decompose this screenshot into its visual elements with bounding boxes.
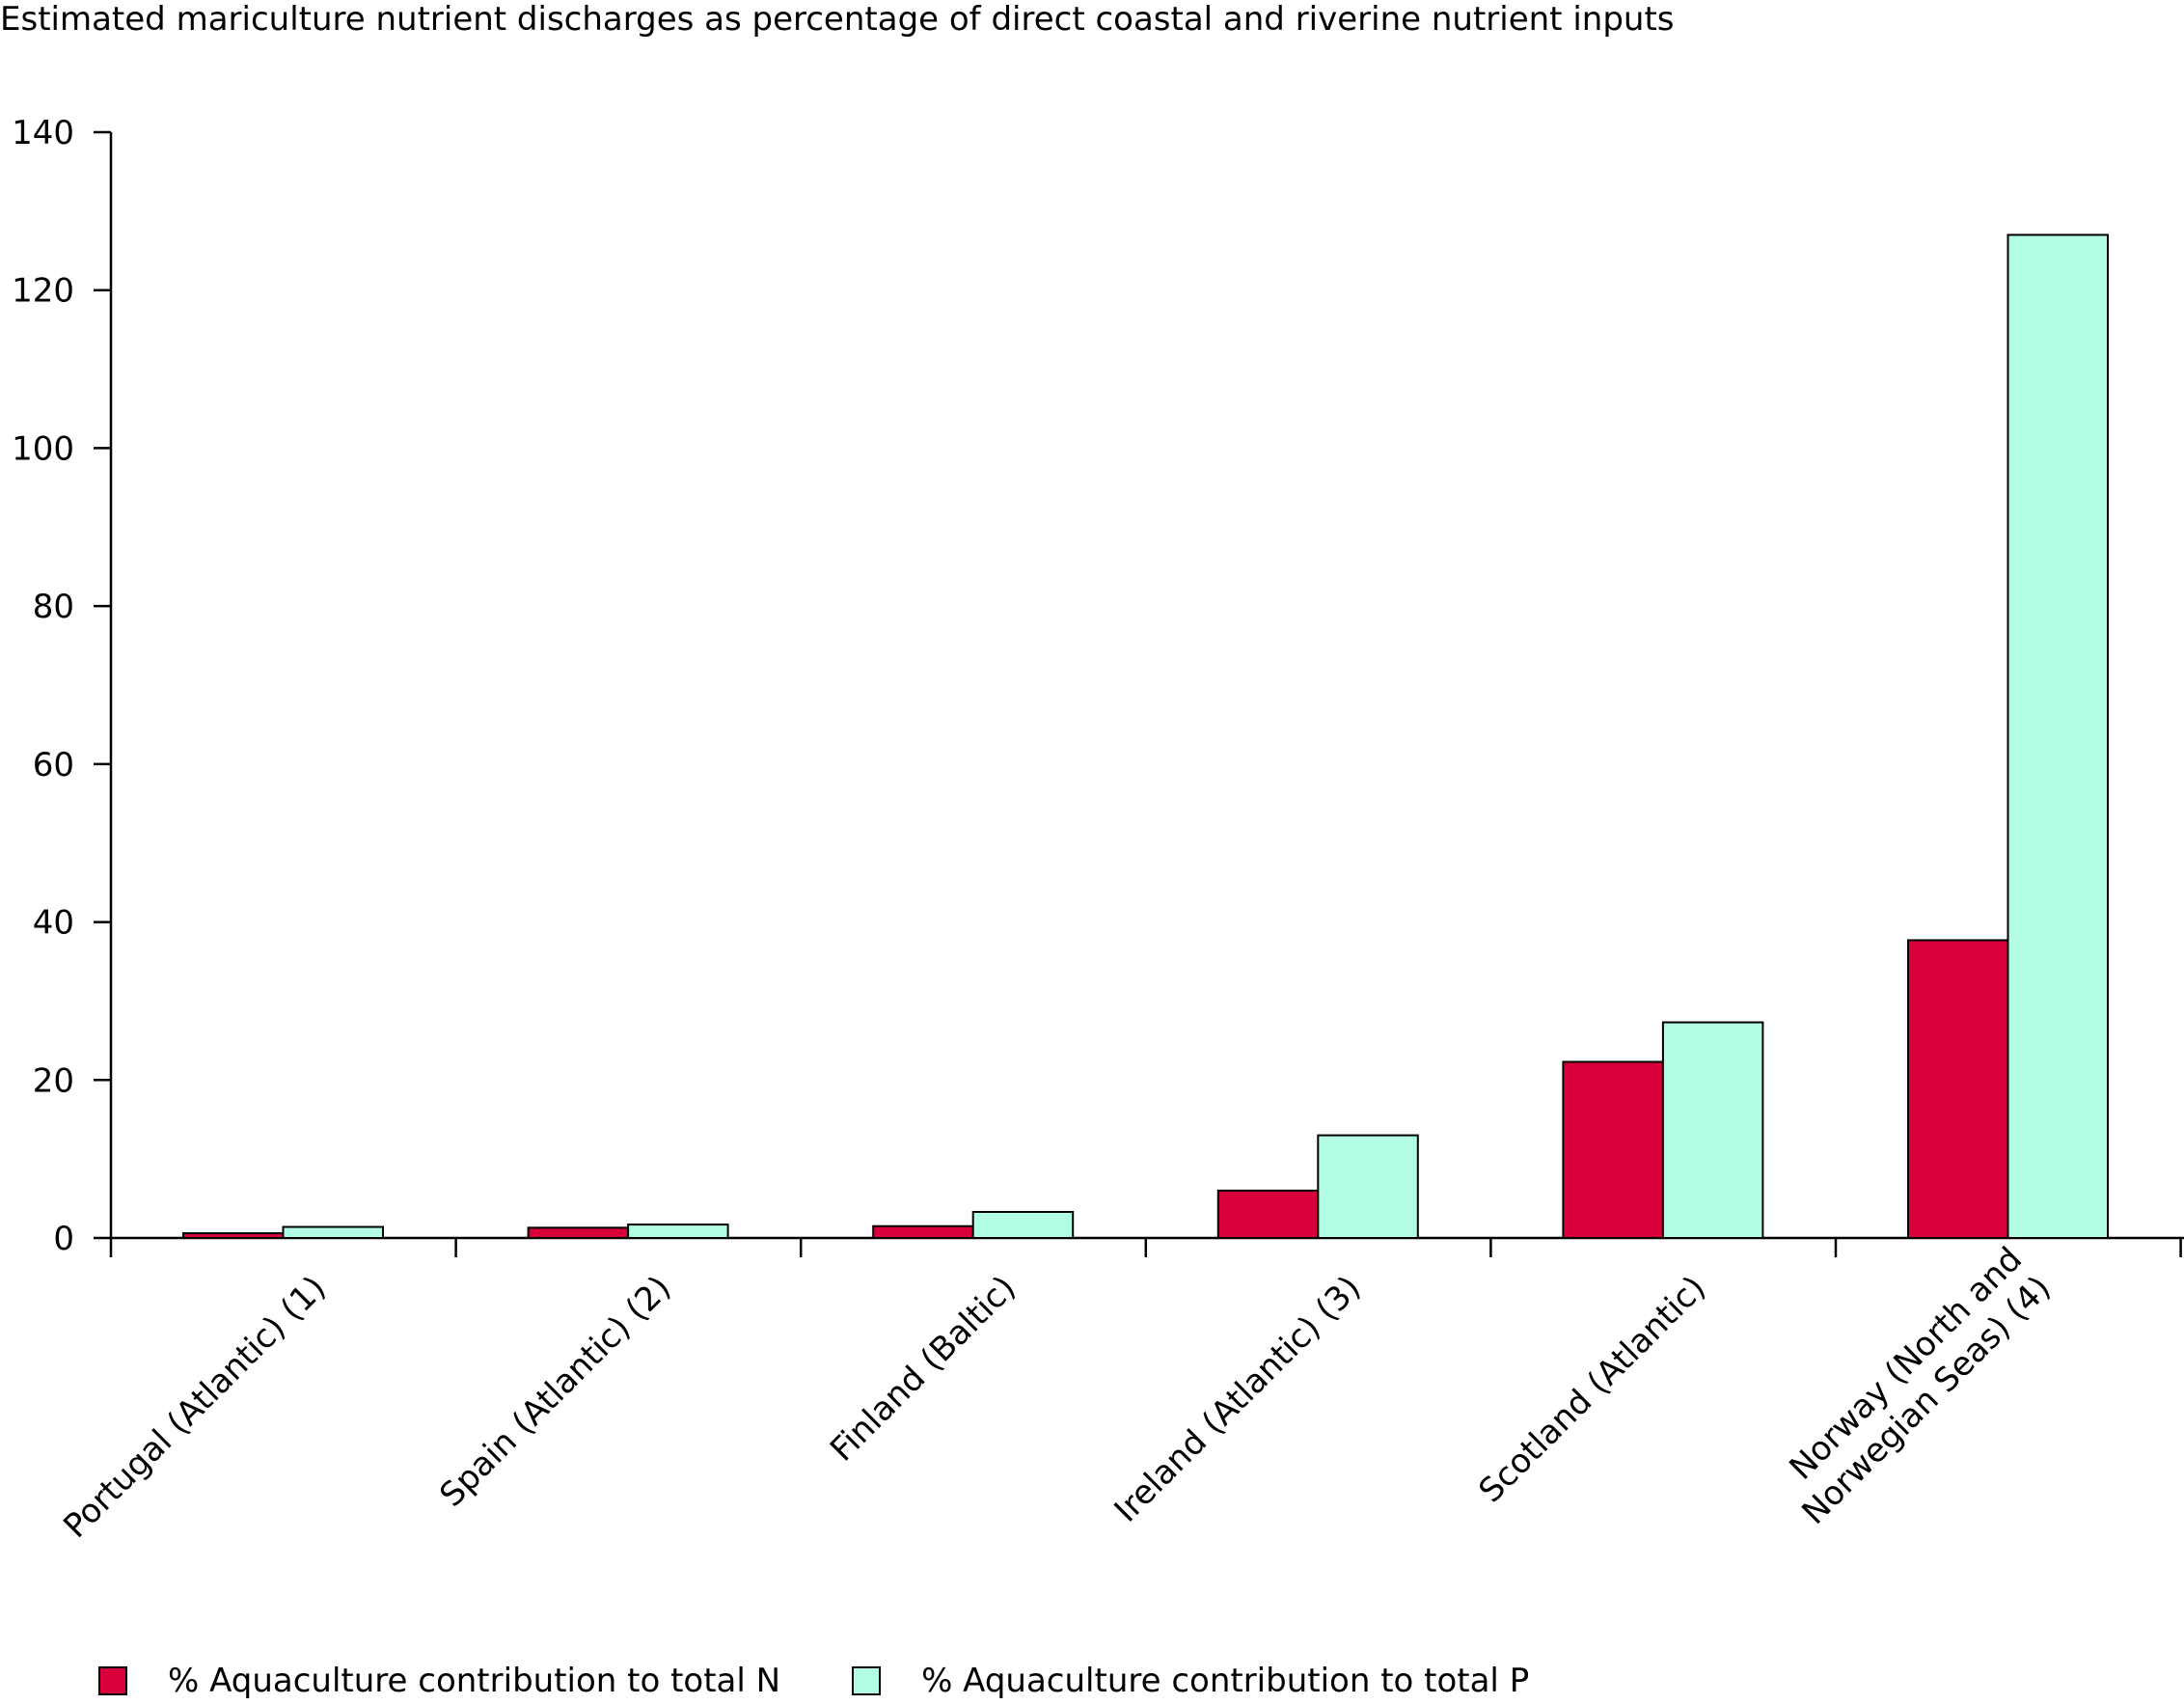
category-label-line: Spain (Atlantic) (2) <box>432 1269 678 1515</box>
category-label-line: Finland (Baltic) <box>823 1269 1024 1470</box>
bar-p <box>2007 234 2109 1239</box>
bars-group <box>182 234 2109 1240</box>
category-label: Scotland (Atlantic) <box>1471 1269 1713 1511</box>
category-label-line: Scotland (Atlantic) <box>1471 1269 1713 1511</box>
category-label-line: Portugal (Atlantic) (1) <box>56 1269 333 1546</box>
bar-n <box>527 1226 630 1239</box>
bar-p <box>627 1224 729 1239</box>
y-tick-label: 60 <box>33 746 74 784</box>
legend: % Aquaculture contribution to total N % … <box>98 1662 1600 1700</box>
y-tick-label: 100 <box>12 429 74 468</box>
y-tick-label: 40 <box>33 904 74 943</box>
legend-swatch-p <box>852 1666 882 1695</box>
legend-swatch-n <box>98 1666 127 1695</box>
bar-p <box>1661 1021 1764 1240</box>
category-label-line: Norway (North and <box>1782 1240 2030 1488</box>
category-label-line: Norwegian Seas) (4) <box>1794 1269 2058 1532</box>
bar-p <box>282 1225 384 1240</box>
y-tick-label: 140 <box>12 114 74 152</box>
y-tick-label: 20 <box>33 1061 74 1100</box>
category-label-line: Ireland (Atlantic) (3) <box>1107 1269 1369 1530</box>
y-tick-label: 120 <box>12 272 74 311</box>
legend-item-p: % Aquaculture contribution to total P <box>852 1662 1529 1700</box>
x-axis <box>109 1236 2184 1257</box>
category-labels: Portugal (Atlantic) (1) Spain (Atlantic) … <box>56 1240 2058 1546</box>
y-tick-label: 0 <box>53 1220 74 1258</box>
category-label: Portugal (Atlantic) (1) <box>56 1269 333 1546</box>
y-tick-label: 80 <box>33 588 74 626</box>
legend-item-n: % Aquaculture contribution to total N <box>98 1662 780 1700</box>
bar-n <box>1216 1189 1320 1240</box>
bar-n <box>1562 1060 1664 1240</box>
bar-n <box>1907 939 2009 1239</box>
category-label: Ireland (Atlantic) (3) <box>1107 1269 1369 1530</box>
category-label: Finland (Baltic) <box>823 1269 1024 1470</box>
chart-title: Estimated mariculture nutrient discharge… <box>0 0 1675 39</box>
legend-label-n: % Aquaculture contribution to total N <box>168 1662 781 1700</box>
category-label: Spain (Atlantic) (2) <box>432 1269 678 1515</box>
bar-p <box>1317 1134 1419 1239</box>
bar-p <box>971 1210 1075 1240</box>
bar-n <box>872 1224 974 1240</box>
bar-n <box>182 1232 285 1240</box>
legend-label-p: % Aquaculture contribution to total P <box>921 1662 1530 1700</box>
y-axis: 0 20 40 60 80 100 120 140 <box>12 114 113 1258</box>
